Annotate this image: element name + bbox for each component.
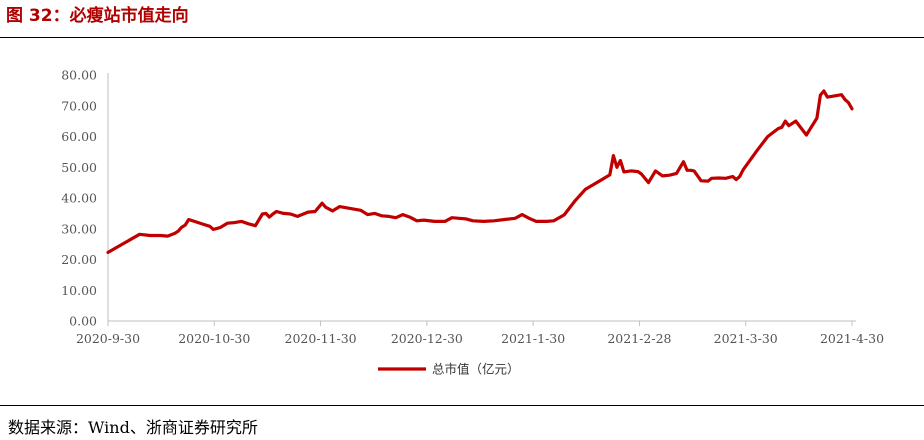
x-axis: 2020-9-30 2020-10-30 2020-11-30 2020-12-30 2… [76,320,884,346]
x-tick-label: 2021-4-30 [820,331,884,346]
y-tick-label: 60.00 [61,129,97,144]
x-tick-label: 2020-9-30 [76,331,140,346]
series-line-total-market-value [106,89,854,254]
legend-label: 总市值（亿元） [432,362,520,377]
x-tick-label: 2021-2-28 [607,331,671,346]
x-tick-label: 2020-10-30 [178,331,250,346]
x-tick-label: 2021-3-30 [714,331,778,346]
bottom-rule [0,405,924,406]
x-tick-label: 2021-1-30 [501,331,565,346]
figure-title: 图 32：必瘦站市值走向 [6,6,189,26]
y-tick-label: 80.00 [61,68,97,83]
legend: 总市值（亿元） [378,362,520,377]
source-note: 数据来源：Wind、浙商证券研究所 [8,418,258,437]
y-tick-label: 30.00 [61,221,97,236]
y-tick-label: 40.00 [61,191,97,206]
x-tick-label: 2020-12-30 [391,331,463,346]
y-tick-label: 70.00 [61,98,97,113]
y-tick-label: 20.00 [61,252,97,267]
y-tick-label: 50.00 [61,160,97,175]
x-tick-label: 2020-11-30 [285,331,357,346]
y-tick-label: 0.00 [69,314,97,329]
y-axis: 0.00 10.00 20.00 30.00 40.00 50.00 60.00 70.00 8… [61,68,109,329]
top-rule [0,37,924,38]
series-layer [106,89,854,254]
line-chart: 0.00 10.00 20.00 30.00 40.00 50.00 60.00 70.00 8… [61,68,884,377]
y-tick-label: 10.00 [61,283,97,298]
